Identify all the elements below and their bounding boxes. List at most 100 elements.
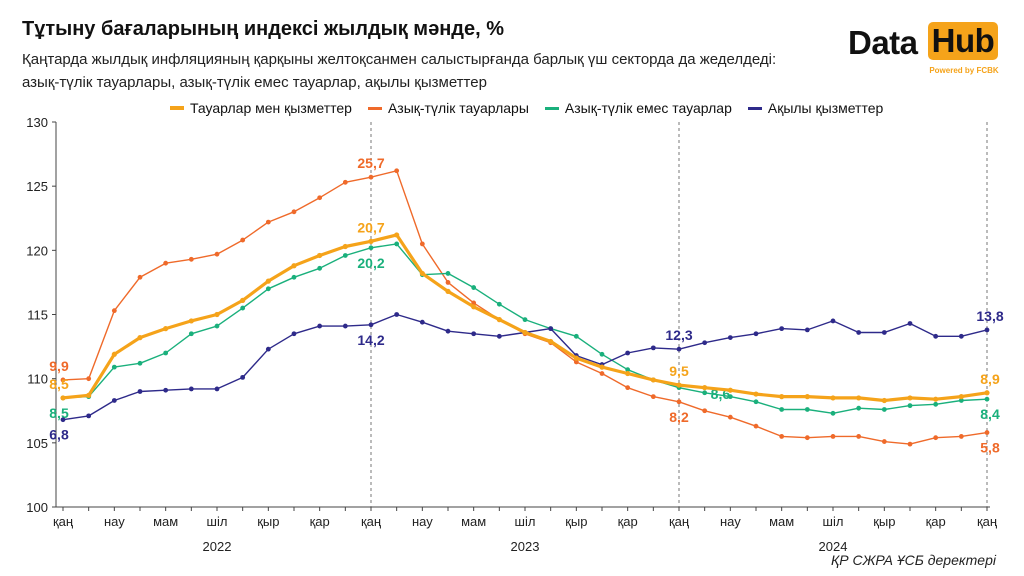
data-point-services bbox=[753, 331, 759, 337]
data-point-total bbox=[368, 238, 374, 244]
x-tick-label: қаң bbox=[977, 514, 998, 529]
data-point-total bbox=[291, 263, 297, 269]
logo-tagline: Powered by FCBK bbox=[929, 66, 999, 75]
chart-title: Тұтыну бағаларының индексі жылдық мәнде,… bbox=[22, 18, 505, 40]
data-point-food bbox=[317, 195, 323, 201]
data-point-food bbox=[650, 394, 656, 400]
legend-swatch-total bbox=[170, 106, 184, 110]
data-point-nonfood bbox=[727, 394, 733, 400]
x-tick-label: қаң bbox=[53, 514, 74, 529]
data-point-nonfood bbox=[291, 274, 297, 280]
x-year-label: 2022 bbox=[203, 539, 232, 554]
data-point-total bbox=[753, 391, 759, 397]
data-point-total bbox=[933, 396, 939, 402]
data-point-services bbox=[60, 417, 66, 423]
data-point-total bbox=[804, 394, 810, 400]
data-point-food bbox=[933, 435, 939, 441]
data-point-nonfood bbox=[907, 403, 913, 409]
series-line-food bbox=[62, 170, 988, 445]
data-point-services bbox=[548, 326, 554, 332]
data-point-nonfood bbox=[445, 271, 451, 276]
data-point-total bbox=[496, 317, 502, 323]
data-point-services bbox=[625, 350, 631, 356]
logo-word-data: Data bbox=[848, 24, 918, 61]
data-point-food bbox=[291, 209, 297, 215]
data-point-food bbox=[86, 376, 92, 382]
legend-item-total: Тауарлар мен қызметтер bbox=[170, 100, 352, 116]
data-point-nonfood bbox=[753, 399, 759, 405]
data-point-food bbox=[984, 430, 990, 435]
data-point-nonfood bbox=[471, 285, 477, 290]
x-tick-label: қыр bbox=[565, 514, 587, 529]
x-tick-label: қар bbox=[310, 514, 330, 529]
data-point-total bbox=[650, 377, 656, 383]
data-point-nonfood bbox=[188, 331, 194, 337]
data-point-services bbox=[188, 386, 194, 392]
data-point-total bbox=[984, 390, 990, 396]
data-point-services bbox=[958, 333, 964, 339]
data-point-services bbox=[471, 331, 477, 337]
legend-label-food: Азық-түлік тауарлары bbox=[387, 100, 529, 116]
data-point-total bbox=[958, 394, 964, 400]
data-point-nonfood bbox=[111, 364, 117, 370]
legend-item-services: Ақылы қызметтер bbox=[747, 100, 883, 116]
data-point-total bbox=[830, 395, 836, 401]
data-point-nonfood bbox=[214, 323, 220, 329]
data-point-services bbox=[650, 345, 656, 351]
data-point-services bbox=[368, 322, 374, 328]
data-point-food bbox=[163, 260, 169, 266]
data-point-services bbox=[394, 312, 400, 317]
data-label-nonfood: 8,4 bbox=[980, 406, 1000, 422]
data-point-total bbox=[188, 318, 194, 324]
data-point-nonfood bbox=[317, 265, 323, 271]
data-point-services bbox=[291, 331, 297, 337]
legend-item-food: Азық-түлік тауарлары bbox=[367, 100, 529, 116]
x-tick-label: шіл bbox=[207, 514, 228, 529]
x-tick-label: қаң bbox=[669, 514, 690, 529]
x-year-label: 2024 bbox=[819, 539, 848, 554]
data-point-services bbox=[676, 346, 682, 352]
data-point-nonfood bbox=[625, 367, 631, 373]
chart-subtitle-line1: Қаңтарда жылдық инфляцияның қарқыны желт… bbox=[22, 51, 777, 68]
data-point-total bbox=[676, 382, 682, 388]
data-point-services bbox=[830, 318, 836, 324]
data-point-food bbox=[111, 308, 117, 314]
data-label-food: 5,8 bbox=[980, 440, 1000, 456]
data-point-nonfood bbox=[368, 245, 374, 251]
logo-word-hub: Hub bbox=[928, 22, 998, 60]
x-tick-label: нау bbox=[720, 514, 741, 529]
legend-label-total: Тауарлар мен қызметтер bbox=[190, 100, 352, 116]
data-point-services bbox=[702, 340, 708, 346]
data-point-total bbox=[86, 392, 92, 398]
x-tick-label: қар bbox=[926, 514, 946, 529]
data-point-food bbox=[368, 174, 374, 180]
data-point-food bbox=[240, 237, 246, 243]
data-point-total bbox=[625, 370, 631, 377]
data-point-total bbox=[60, 395, 66, 401]
data-point-services bbox=[137, 389, 143, 394]
y-tick-label: 110 bbox=[27, 372, 48, 387]
data-point-food bbox=[265, 219, 271, 225]
data-point-total bbox=[214, 311, 220, 318]
data-point-nonfood bbox=[496, 301, 502, 307]
legend-swatch-services bbox=[747, 106, 762, 110]
data-point-food bbox=[419, 241, 425, 247]
x-tick-label: қар bbox=[618, 514, 638, 529]
data-point-services bbox=[163, 387, 169, 393]
data-point-services bbox=[317, 323, 323, 329]
legend-label-nonfood: Азық-түлік емес тауарлар bbox=[564, 100, 732, 116]
data-label-total: 20,7 bbox=[357, 219, 384, 235]
x-tick-label: қыр bbox=[257, 514, 279, 529]
data-point-services bbox=[240, 374, 246, 380]
data-point-nonfood bbox=[958, 398, 964, 403]
y-tick-label: 105 bbox=[26, 436, 48, 451]
data-point-total bbox=[727, 387, 733, 393]
data-point-food bbox=[727, 414, 733, 420]
data-point-total bbox=[240, 297, 246, 303]
data-point-food bbox=[188, 256, 194, 262]
data-point-services bbox=[804, 327, 810, 333]
data-label-food: 25,7 bbox=[357, 155, 384, 171]
data-point-nonfood bbox=[881, 407, 887, 412]
data-point-nonfood bbox=[137, 360, 143, 366]
